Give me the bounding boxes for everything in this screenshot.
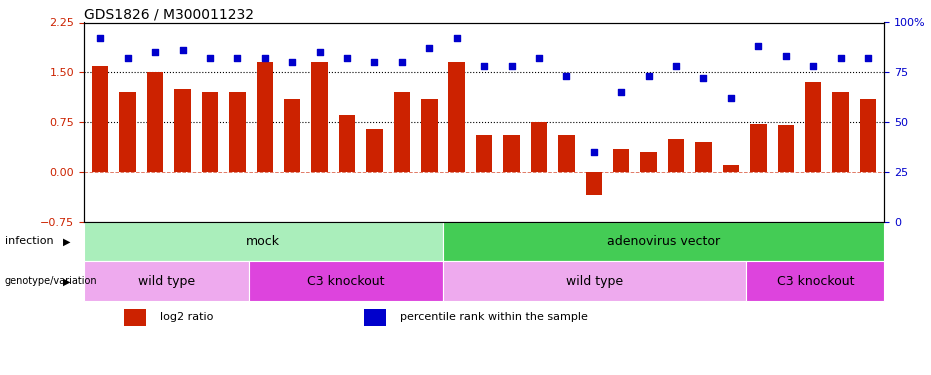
Bar	[311, 62, 328, 172]
Bar	[443, 222, 884, 261]
Text: mock: mock	[246, 235, 280, 248]
Point	[833, 56, 848, 62]
Bar	[84, 261, 250, 301]
Bar	[421, 99, 438, 172]
Point	[175, 47, 190, 53]
Point	[395, 59, 410, 65]
Bar	[695, 142, 711, 172]
Text: C3 knockout: C3 knockout	[776, 275, 854, 288]
Text: infection: infection	[5, 237, 53, 246]
Bar	[147, 72, 163, 172]
Point	[285, 59, 300, 65]
Point	[230, 56, 245, 62]
Bar	[832, 92, 849, 172]
Point	[778, 53, 793, 59]
Bar	[443, 261, 747, 301]
Bar	[504, 135, 519, 172]
Point	[696, 75, 711, 81]
Bar	[641, 152, 657, 172]
Bar	[613, 148, 629, 172]
Bar	[531, 122, 547, 172]
Point	[422, 45, 437, 51]
Point	[312, 50, 327, 55]
Bar	[747, 261, 884, 301]
Bar	[668, 139, 684, 172]
Bar	[394, 92, 410, 172]
Bar	[449, 62, 465, 172]
Bar	[339, 116, 356, 172]
Point	[367, 59, 382, 65]
Bar	[202, 92, 218, 172]
Bar	[84, 222, 443, 261]
Bar	[805, 82, 821, 172]
Point	[860, 56, 875, 62]
Bar	[174, 89, 191, 172]
Point	[668, 63, 683, 69]
Bar	[229, 92, 246, 172]
Point	[751, 44, 766, 50]
Point	[641, 73, 656, 79]
Bar	[257, 62, 273, 172]
Text: adenovirus vector: adenovirus vector	[607, 235, 721, 248]
Point	[532, 56, 546, 62]
Point	[340, 56, 355, 62]
Text: wild type: wild type	[566, 275, 623, 288]
Point	[587, 149, 601, 155]
Text: wild type: wild type	[138, 275, 196, 288]
Bar	[777, 125, 794, 172]
Point	[120, 56, 135, 62]
Point	[504, 63, 519, 69]
Text: GDS1826 / M300011232: GDS1826 / M300011232	[84, 8, 254, 21]
Point	[477, 63, 492, 69]
Point	[805, 63, 820, 69]
Point	[450, 35, 465, 41]
Text: ▶: ▶	[63, 276, 71, 286]
Bar	[859, 99, 876, 172]
Bar	[124, 309, 146, 326]
Point	[257, 56, 272, 62]
Point	[148, 50, 163, 55]
Point	[202, 56, 217, 62]
Bar	[750, 124, 766, 172]
Point	[614, 89, 628, 95]
Point	[93, 35, 108, 41]
Text: percentile rank within the sample: percentile rank within the sample	[400, 312, 587, 322]
Bar	[250, 261, 443, 301]
Text: C3 knockout: C3 knockout	[307, 275, 385, 288]
Bar	[366, 129, 383, 172]
Bar	[92, 66, 109, 172]
Text: log2 ratio: log2 ratio	[160, 312, 213, 322]
Bar	[586, 172, 602, 195]
Text: genotype/variation: genotype/variation	[5, 276, 97, 286]
Point	[559, 73, 573, 79]
Point	[723, 95, 738, 101]
Text: ▶: ▶	[63, 237, 71, 246]
Bar	[559, 135, 574, 172]
Bar	[722, 165, 739, 172]
Bar	[364, 309, 386, 326]
Bar	[476, 135, 492, 172]
Bar	[119, 92, 136, 172]
Bar	[284, 99, 301, 172]
